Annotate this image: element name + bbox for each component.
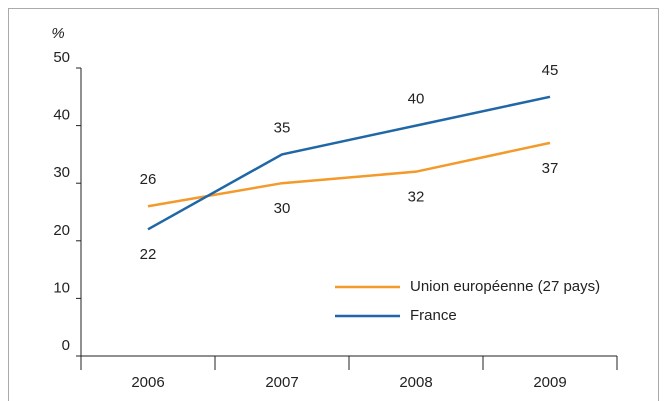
data-label: 26 — [140, 171, 157, 188]
line-series — [147, 141, 551, 208]
x-tick-label: 2007 — [265, 374, 298, 391]
y-tick-label: 40 — [53, 107, 70, 124]
data-label: 35 — [274, 119, 291, 136]
data-label: 30 — [274, 200, 291, 217]
chart-frame — [8, 8, 659, 401]
y-tick-label: 20 — [53, 222, 70, 239]
data-label: 45 — [542, 62, 559, 79]
x-tick-label: 2008 — [399, 374, 432, 391]
line-series — [147, 95, 551, 231]
x-tick-label: 2009 — [533, 374, 566, 391]
legend-label: France — [410, 307, 457, 324]
data-label: 32 — [408, 189, 425, 206]
data-label: 37 — [542, 160, 559, 177]
y-tick-label: 0 — [62, 337, 70, 354]
data-label: 40 — [408, 91, 425, 108]
y-axis-label: % — [51, 25, 64, 42]
data-label: 22 — [140, 246, 157, 263]
y-tick-label: 50 — [53, 49, 70, 66]
x-tick-label: 2006 — [131, 374, 164, 391]
legend-label: Union européenne (27 pays) — [410, 278, 600, 295]
y-tick-label: 30 — [53, 164, 70, 181]
y-tick-label: 10 — [53, 279, 70, 296]
